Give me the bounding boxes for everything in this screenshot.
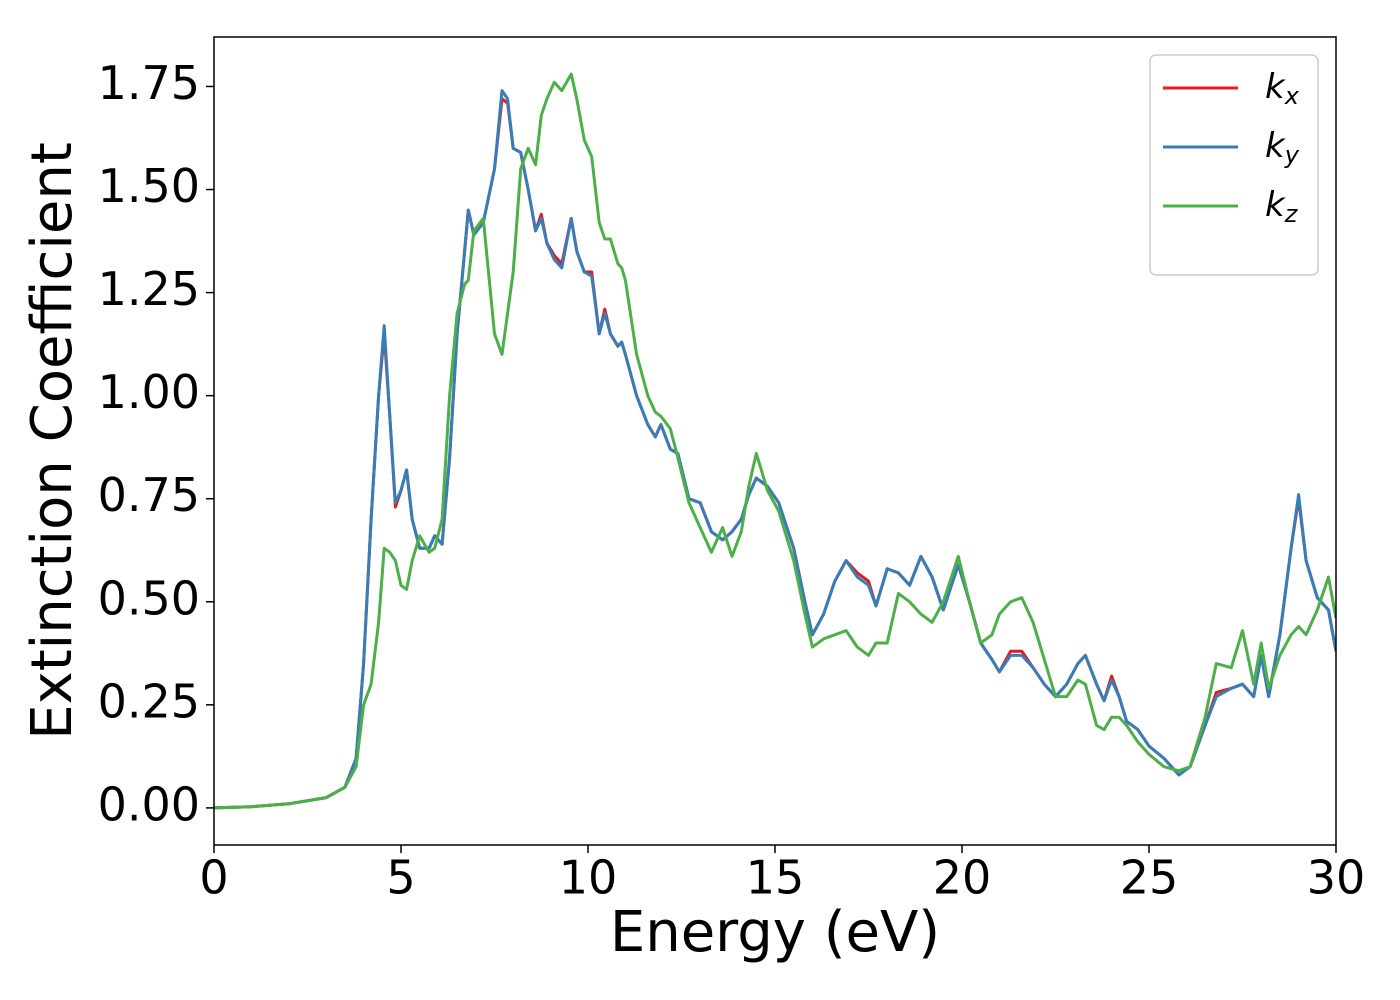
legend-label: kz [1265, 185, 1299, 229]
y-tick-label: 0.75 [98, 468, 200, 522]
x-tick-label: 20 [933, 851, 992, 905]
x-tick-label: 30 [1307, 851, 1366, 905]
y-tick-label: 0.25 [98, 674, 200, 728]
x-tick-label: 25 [1120, 851, 1179, 905]
plot-lines [214, 72, 1336, 810]
series-line [214, 89, 1336, 810]
x-tick-label: 15 [746, 851, 805, 905]
x-axis-label: Energy (eV) [610, 900, 940, 965]
y-tick-label: 1.50 [98, 159, 200, 213]
y-tick-label: 0.50 [98, 571, 200, 625]
y-axis-label: Extinction Coefficient [20, 142, 85, 740]
x-tick-label: 0 [199, 851, 228, 905]
y-tick-label: 0.00 [98, 777, 200, 831]
y-tick-label: 1.75 [98, 56, 200, 110]
series-line [214, 72, 1336, 810]
legend-label: kx [1265, 67, 1300, 111]
legend-label: ky [1265, 126, 1300, 170]
y-tick-label: 1.25 [98, 262, 200, 316]
y-tick-label: 1.00 [98, 365, 200, 419]
legend-box [1149, 54, 1319, 276]
plot-frame [213, 36, 1337, 846]
x-tick-label: 5 [386, 851, 415, 905]
x-tick-label: 10 [559, 851, 618, 905]
